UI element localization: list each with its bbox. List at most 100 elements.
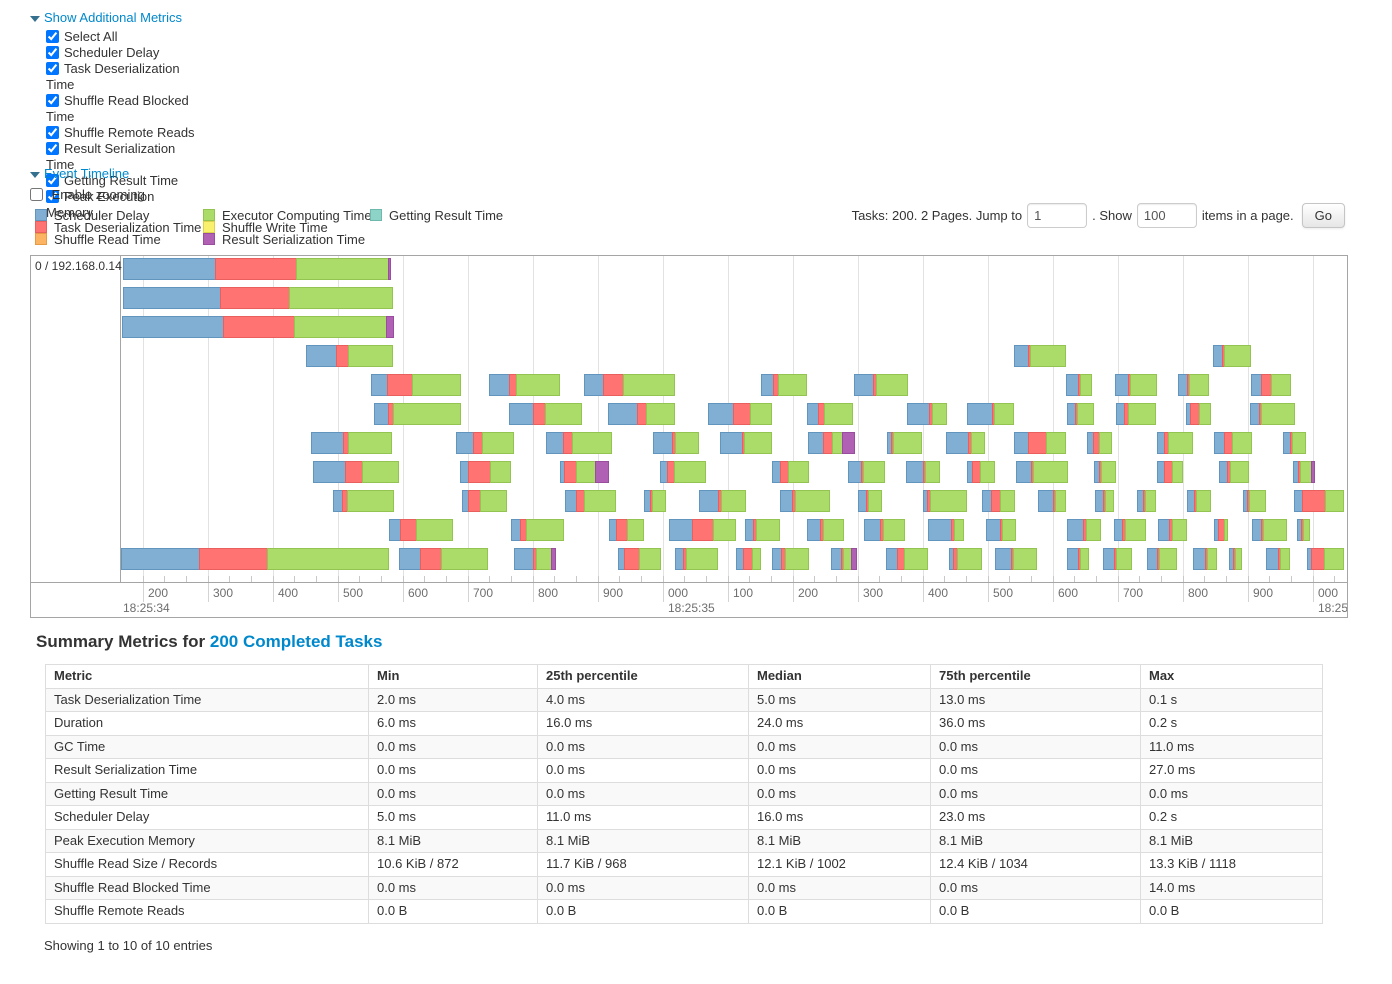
timeline-task-bar bbox=[848, 461, 885, 483]
timeline-task-bar bbox=[1229, 548, 1242, 570]
minor-tick bbox=[944, 576, 945, 582]
metric-name-cell: Result Serialization Time bbox=[45, 758, 369, 783]
show-additional-metrics-link[interactable]: Show Additional Metrics bbox=[30, 10, 182, 25]
metric-value-cell: 4.0 ms bbox=[537, 687, 749, 712]
task-segment-rs bbox=[851, 548, 857, 570]
task-segment-rs bbox=[388, 258, 391, 280]
minor-tick bbox=[489, 576, 490, 582]
metric-value-cell: 8.1 MiB bbox=[930, 828, 1141, 853]
legend-item: Getting Result Time bbox=[370, 209, 503, 222]
timeline-task-bar bbox=[699, 490, 746, 512]
axis-date-label: 18:25:34 bbox=[123, 601, 170, 615]
metric-checkbox[interactable] bbox=[46, 46, 59, 59]
metric-checkbox-item: Result Serialization Time bbox=[46, 141, 196, 173]
task-segment-sd bbox=[928, 519, 952, 541]
items-suffix-text: items in a page. bbox=[1201, 207, 1294, 223]
timeline-task-bar bbox=[618, 548, 661, 570]
metric-value-cell: 0.0 ms bbox=[368, 734, 538, 759]
metric-value-cell: 11.0 ms bbox=[537, 805, 749, 830]
show-additional-metrics-label: Show Additional Metrics bbox=[44, 10, 183, 25]
show-items-input[interactable] bbox=[1136, 202, 1197, 228]
axis-tick-label: 300 bbox=[863, 586, 884, 600]
axis-tick-mark bbox=[468, 583, 469, 602]
minor-tick bbox=[294, 576, 295, 582]
timeline-task-bar bbox=[907, 403, 947, 425]
metric-checkbox[interactable] bbox=[46, 62, 59, 75]
metric-checkbox[interactable] bbox=[46, 94, 59, 107]
task-segment-ec bbox=[750, 403, 772, 425]
sr-legend-swatch-icon bbox=[35, 233, 47, 245]
minor-tick bbox=[143, 576, 144, 582]
legend-label: Result Serialization Time bbox=[222, 232, 366, 247]
enable-zooming-checkbox[interactable] bbox=[30, 188, 43, 201]
task-segment-ec bbox=[362, 461, 399, 483]
task-segment-ec bbox=[482, 432, 514, 454]
event-timeline-chart: 0 / 192.168.0.14 200 300 400 500 600 700 800 90… bbox=[30, 255, 1348, 618]
timeline-task-bar bbox=[831, 548, 857, 570]
minor-tick bbox=[706, 576, 707, 582]
task-segment-ec bbox=[1232, 432, 1252, 454]
task-segment-ec bbox=[1128, 403, 1156, 425]
timeline-task-bar bbox=[123, 258, 391, 280]
metric-checkbox[interactable] bbox=[46, 30, 59, 43]
metric-value-cell: 0.0 ms bbox=[748, 734, 931, 759]
task-segment-sd bbox=[1014, 345, 1029, 367]
task-segment-ec bbox=[1000, 490, 1015, 512]
show-label: . Show bbox=[1092, 207, 1132, 223]
task-segment-ec bbox=[980, 461, 995, 483]
metric-value-cell: 0.0 ms bbox=[537, 875, 749, 900]
table-row: Shuffle Remote Reads 0.0 B 0.0 B 0.0 B 0.0 B… bbox=[45, 899, 1323, 924]
metric-checkbox-label: Shuffle Remote Reads bbox=[64, 125, 195, 140]
additional-metrics-section: Show Additional Metrics Select All Schedu… bbox=[30, 10, 196, 221]
task-segment-ec bbox=[1325, 490, 1344, 512]
minor-tick bbox=[923, 576, 924, 582]
task-segment-ec bbox=[1324, 548, 1344, 570]
timeline-task-bar bbox=[1178, 374, 1209, 396]
table-header-row: Metric Min 25th percentile Median 75th perce… bbox=[45, 664, 1323, 689]
task-segment-td bbox=[220, 287, 290, 309]
jump-to-input[interactable] bbox=[1027, 202, 1088, 228]
minor-tick bbox=[273, 576, 274, 582]
task-segment-ec bbox=[289, 287, 393, 309]
task-segment-ec bbox=[1130, 374, 1157, 396]
task-segment-sd bbox=[848, 461, 862, 483]
minor-tick bbox=[1269, 576, 1270, 582]
event-timeline-link[interactable]: Event Timeline bbox=[30, 166, 129, 181]
metric-checkbox[interactable] bbox=[46, 190, 59, 203]
completed-tasks-link[interactable]: 200 Completed Tasks bbox=[209, 632, 383, 651]
metric-checkbox[interactable] bbox=[46, 126, 59, 139]
task-segment-ec bbox=[904, 548, 928, 570]
task-segment-sd bbox=[122, 316, 224, 338]
task-segment-ec bbox=[863, 461, 885, 483]
timeline-task-bar bbox=[923, 490, 967, 512]
task-segment-td bbox=[387, 374, 413, 396]
task-segment-sd bbox=[946, 432, 969, 454]
axis-tick-mark bbox=[403, 583, 404, 602]
table-header-cell: 25th percentile bbox=[537, 664, 749, 689]
axis-tick-mark bbox=[208, 583, 209, 602]
table-header-cell: Max bbox=[1140, 664, 1323, 689]
timeline-task-bar bbox=[313, 461, 399, 483]
timeline-task-bar bbox=[1252, 519, 1287, 541]
minor-tick bbox=[1248, 576, 1249, 582]
timeline-task-bar bbox=[460, 461, 511, 483]
task-segment-sd bbox=[699, 490, 719, 512]
axis-tick-label: 700 bbox=[1123, 586, 1144, 600]
task-segment-ec bbox=[545, 403, 582, 425]
task-segment-ec bbox=[1199, 403, 1211, 425]
executor-label: 0 / 192.168.0.14 bbox=[35, 259, 122, 273]
task-segment-td bbox=[420, 548, 442, 570]
axis-tick-label: 400 bbox=[278, 586, 299, 600]
task-segment-sd bbox=[906, 461, 924, 483]
task-segment-td bbox=[1311, 548, 1325, 570]
metric-checkbox[interactable] bbox=[46, 142, 59, 155]
entries-count-text: Showing 1 to 10 of 10 entries bbox=[44, 937, 213, 953]
metric-value-cell: 16.0 ms bbox=[748, 805, 931, 830]
summary-metrics-title: Summary Metrics for 200 Completed Tasks bbox=[36, 632, 1323, 652]
timeline-task-bar bbox=[509, 403, 582, 425]
timeline-task-bar bbox=[1157, 432, 1193, 454]
metric-checkbox-item: Getting Result Time bbox=[46, 173, 196, 189]
go-button[interactable]: Go bbox=[1301, 202, 1345, 228]
timeline-task-bar bbox=[653, 432, 699, 454]
metric-checkbox[interactable] bbox=[46, 174, 59, 187]
